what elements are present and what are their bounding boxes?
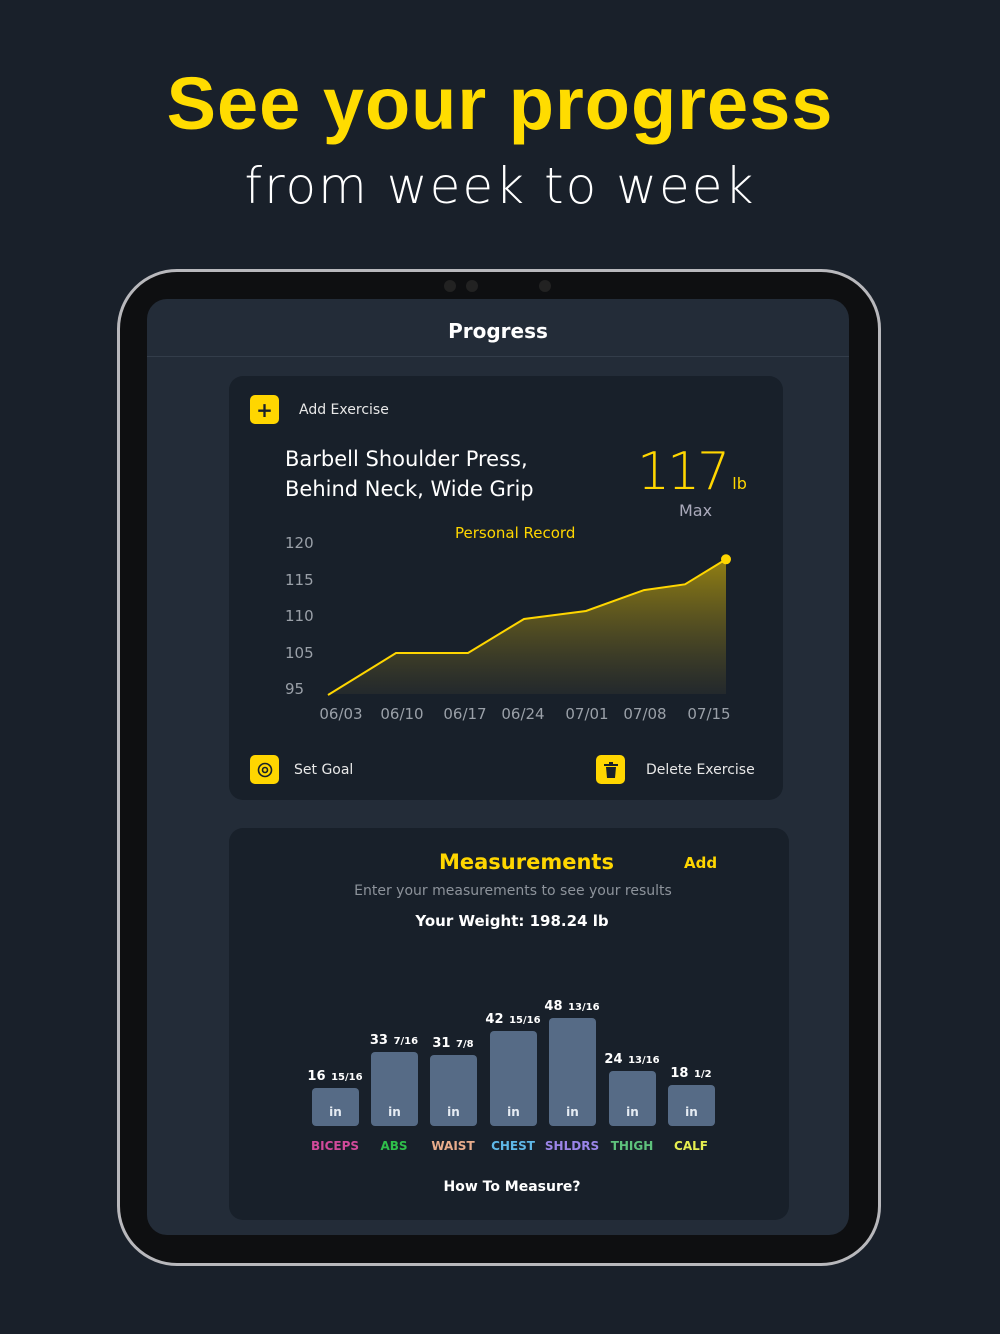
measurement-value: 16 15/16 xyxy=(295,1067,375,1086)
max-display: 117 lb xyxy=(637,446,747,498)
x-tick-label: 06/10 xyxy=(380,705,423,723)
unit-label: in xyxy=(447,1104,460,1119)
unit-label: in xyxy=(507,1104,520,1119)
measurement-bar-abs[interactable]: in xyxy=(371,1051,418,1126)
measurement-value: 24 13/16 xyxy=(592,1050,672,1069)
measurement-value: 31 7/8 xyxy=(413,1034,493,1053)
measurement-name: ABS xyxy=(380,1139,408,1153)
exercise-card: + Add Exercise Barbell Shoulder Press, B… xyxy=(229,376,783,800)
camera-icon xyxy=(466,280,478,292)
y-tick-label: 110 xyxy=(285,607,314,625)
exercise-name-line2: Behind Neck, Wide Grip xyxy=(285,477,534,501)
unit-label: in xyxy=(388,1104,401,1119)
set-goal-button[interactable] xyxy=(250,755,279,784)
value-whole: 31 xyxy=(432,1036,451,1052)
max-value: 117 xyxy=(637,442,730,502)
y-tick-label: 105 xyxy=(285,644,314,662)
plus-icon: + xyxy=(256,397,273,422)
headline: See your progress xyxy=(166,62,834,145)
x-tick-label: 06/03 xyxy=(319,705,362,723)
delete-exercise-label[interactable]: Delete Exercise xyxy=(646,762,755,778)
measurements-card: Measurements Add Enter your measurements… xyxy=(229,828,789,1220)
target-icon xyxy=(257,762,272,777)
measurement-name: CHEST xyxy=(491,1139,535,1153)
measurement-value: 18 1/2 xyxy=(651,1064,731,1083)
trash-icon xyxy=(603,761,618,778)
how-to-measure-link[interactable]: How To Measure? xyxy=(443,1179,581,1195)
value-fraction: 1/2 xyxy=(694,1068,712,1080)
chart-line xyxy=(327,558,727,696)
value-fraction: 13/16 xyxy=(628,1054,660,1066)
value-fraction: 7/8 xyxy=(456,1039,474,1051)
chart-area xyxy=(328,559,726,695)
exercise-name: Barbell Shoulder Press, Behind Neck, Wid… xyxy=(285,444,534,504)
value-fraction: 15/16 xyxy=(331,1072,363,1084)
data-point xyxy=(721,554,731,565)
header-divider xyxy=(147,356,849,357)
measurement-value: 33 7/16 xyxy=(354,1031,434,1050)
x-tick-label: 07/08 xyxy=(623,705,666,723)
max-unit: lb xyxy=(732,474,747,493)
delete-exercise-button[interactable] xyxy=(596,755,625,784)
value-whole: 48 xyxy=(544,998,563,1014)
x-tick-label: 06/24 xyxy=(501,705,544,723)
subheadline: from week to week xyxy=(244,157,756,215)
set-goal-label[interactable]: Set Goal xyxy=(294,762,354,778)
x-tick-label: 07/15 xyxy=(687,705,730,723)
app-screen: Progress + Add Exercise Barbell Shoulder… xyxy=(147,299,849,1235)
weight-label: Your Weight: xyxy=(415,912,525,930)
x-tick-label: 07/01 xyxy=(565,705,608,723)
measurements-hint: Enter your measurements to see your resu… xyxy=(354,883,672,899)
value-whole: 16 xyxy=(307,1069,326,1085)
value-whole: 42 xyxy=(485,1011,504,1027)
progress-chart: 120 115 110 105 95 06/03 06/10 06/17 06/24 07/01 0… xyxy=(285,534,731,723)
y-tick-label: 115 xyxy=(285,571,314,589)
unit-label: in xyxy=(685,1104,698,1119)
value-fraction: 13/16 xyxy=(568,1001,600,1013)
add-exercise-label[interactable]: Add Exercise xyxy=(299,402,389,418)
measurement-name: THIGH xyxy=(610,1139,654,1153)
measurement-value: 48 13/16 xyxy=(532,997,612,1016)
measurement-bar-shldrs[interactable]: in xyxy=(549,1017,596,1126)
x-tick-label: 06/17 xyxy=(443,705,486,723)
add-exercise-button[interactable]: + xyxy=(250,395,279,424)
unit-label: in xyxy=(329,1104,342,1119)
measurement-name: CALF xyxy=(674,1139,708,1153)
measurements-title: Measurements xyxy=(439,850,614,874)
measurement-value: 42 15/16 xyxy=(473,1010,553,1029)
add-measurement-button[interactable]: Add xyxy=(684,854,718,872)
screen-title: Progress xyxy=(448,319,548,343)
camera-icon xyxy=(444,280,456,292)
measurement-name: BICEPS xyxy=(310,1139,360,1153)
measurement-name: SHLDRS xyxy=(544,1139,600,1153)
weight-value: 198.24 lb xyxy=(529,912,609,930)
measurement-bar-calf[interactable]: in xyxy=(668,1084,715,1126)
value-whole: 18 xyxy=(670,1065,689,1081)
y-tick-label: 120 xyxy=(285,534,314,552)
measurement-bar-waist[interactable]: in xyxy=(430,1055,477,1126)
camera-icon xyxy=(539,280,551,292)
measurement-bar-thigh[interactable]: in xyxy=(609,1070,656,1126)
value-fraction: 7/16 xyxy=(393,1035,419,1047)
measurement-bar-chest[interactable]: in xyxy=(490,1030,537,1126)
value-fraction: 15/16 xyxy=(509,1014,541,1026)
measurement-bars: in 16 15/16 BICEPS in 33 7/16 ABS in 31 7/8 WAIS… xyxy=(229,828,789,1153)
weight-row: Your Weight: 198.24 lb xyxy=(229,912,795,930)
value-whole: 33 xyxy=(369,1032,388,1048)
chart-title: Personal Record xyxy=(455,524,576,542)
measurement-name: WAIST xyxy=(431,1139,475,1153)
y-tick-label: 95 xyxy=(285,680,304,698)
measurement-bar-biceps[interactable]: in xyxy=(312,1088,359,1126)
value-whole: 24 xyxy=(604,1051,623,1067)
unit-label: in xyxy=(626,1104,639,1119)
unit-label: in xyxy=(566,1104,579,1119)
exercise-name-line1: Barbell Shoulder Press, xyxy=(285,447,528,471)
max-label: Max xyxy=(679,501,713,520)
